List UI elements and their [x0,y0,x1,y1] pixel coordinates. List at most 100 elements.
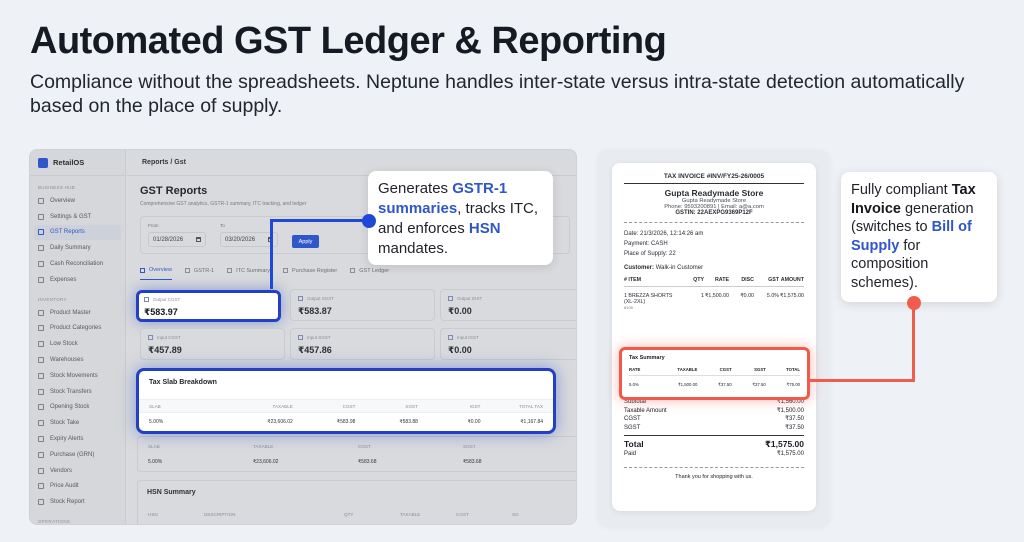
invoice-totals: Subtotal ₹1,560.00 Taxable Amount ₹1,500.0… [624,398,804,480]
total-row-cgst: CGST ₹37.50 [624,416,804,422]
sidebar-item-product-master[interactable]: Product Master [30,305,125,321]
tax-slab-breakdown: Tax Slab Breakdown SLAB TAXABLE CGST SGS… [136,368,556,434]
apply-button[interactable]: Apply [292,235,319,248]
page-title: GST Reports [140,185,208,197]
stat-card-input-igst[interactable]: Input IGST ₹0.00 [440,328,576,360]
sidebar-item-stock-transfers[interactable]: Stock Transfers [30,384,125,400]
book-icon [350,268,356,273]
from-date-input[interactable]: 01/28/2026 [148,232,206,247]
grand-total: Total ₹1,575.00 [624,435,804,450]
store-subtitle: Gupta Readymade Store [681,198,747,204]
receipt-icon [38,276,44,283]
truck-icon [38,451,44,458]
invoice-footer: Thank you for shopping with us. [624,466,804,480]
invoice-payment: Payment: CASH [624,241,668,247]
shield-icon [38,483,44,490]
hero-subtitle: Compliance without the spreadsheets. Nep… [30,71,965,117]
sidebar-item-settings-gst[interactable]: Settings & GST [30,209,125,225]
document-icon [184,268,190,273]
stat-card-output-sgst[interactable]: Output SGST ₹583.87 [290,289,435,321]
history-icon [38,372,44,379]
brand[interactable]: RetailOS [30,150,125,176]
stat-card-output-cgst[interactable]: Output CGST ₹583.97 [136,290,281,322]
stat-card-input-sgst[interactable]: Input SGST ₹457.86 [290,328,435,360]
sidebar-item-stock-movements[interactable]: Stock Movements [30,368,125,384]
globe-icon [38,499,44,506]
stat-card-output-igst[interactable]: Output IGST ₹0.00 [440,289,576,321]
tab-purchase-register[interactable]: Purchase Register [283,264,337,280]
transfer-icon [38,388,44,395]
tab-overview[interactable]: Overview [140,264,172,280]
rupee-icon [448,335,453,340]
breadcrumb: Reports / Gst [127,150,576,176]
printer-icon [38,245,44,252]
sidebar-item-warehouses[interactable]: Warehouses [30,352,125,368]
calendar-alert-icon [38,436,44,443]
register-icon [283,268,289,273]
invoice-number: TAX INVOICE #INV/FY25-26/0005 [624,173,804,184]
sidebar-item-gst-reports[interactable]: GST Reports [34,224,121,241]
tab-gstr-1[interactable]: GSTR-1 [184,264,214,280]
table-header: HSN DESCRIPTION QTY TAXABLE CGST SG [148,511,519,517]
table-row: 5.00% ₹23,606.02 ₹583.98 ₹583.88 ₹0.00 ₹… [149,419,544,425]
paid-amount: Paid ₹1,575.00 [624,451,804,457]
rupee-icon [298,335,303,340]
tab-itc-summary[interactable]: ITC Summary [227,264,270,280]
connector-dot-red [907,296,921,310]
store-contact: Phone: 9593200891 | Email: a@a.com [664,204,764,210]
sidebar-item-overview[interactable]: Overview [30,193,125,209]
invoice-place-of-supply: Place of Supply: 22 [624,251,676,257]
sidebar-item-vendors[interactable]: Vendors [30,463,125,479]
sidebar-item-stock-report[interactable]: Stock Report [30,494,125,510]
brand-logo-icon [38,157,48,168]
tax-slab-table-background: SLAB TAXABLE CGST SGST 5.00% ₹23,606.02 … [137,436,576,472]
connector-line-red [912,302,915,381]
sidebar-item-expiry-alerts[interactable]: Expiry Alerts [30,431,125,447]
sidebar: RetailOS Business Hub Overview Settings … [30,150,126,524]
tag-icon [38,325,44,332]
invoice-customer: Customer: Walk-in Customer [624,265,704,271]
sidebar-section-label: Business Hub [38,185,76,190]
sidebar-item-opening-stock[interactable]: Opening Stock [30,400,125,416]
page-subtitle: Comprehensive GST analytics, GSTR-1 summ… [140,201,307,207]
store-name: Gupta Readymade Store [664,188,764,198]
hsn-summary-title: HSN Summary [147,489,196,496]
divider [624,222,804,223]
box-icon [38,309,44,316]
sidebar-item-product-categories[interactable]: Product Categories [30,321,125,337]
report-tabs: Overview GSTR-1 ITC Summary Purchase Reg… [140,264,402,280]
table-header: SLAB TAXABLE CGST SGST [148,443,476,449]
to-label: To [220,223,225,228]
sidebar-item-cash-reconciliation[interactable]: Cash Reconciliation [30,256,125,272]
from-label: From [148,223,159,228]
sidebar-section-label: Inventory [38,296,67,302]
connector-dot-blue [362,214,376,228]
warehouse-icon [38,357,44,364]
store-gstin: GSTIN: 22AEXPG9369P12F [675,210,753,216]
tab-gst-ledger[interactable]: GST Ledger [350,264,389,280]
clipboard-check-icon [38,420,44,427]
stat-card-input-cgst[interactable]: Input CGST ₹457.89 [140,328,285,360]
brand-name: RetailOS [53,158,85,167]
hero-title: Automated GST Ledger & Reporting [30,20,667,62]
sidebar-item-purchase-grn[interactable]: Purchase (GRN) [30,447,125,463]
warning-icon [38,341,44,348]
invoice-meta: Date: 21/3/2026, 12:14:26 am Payment: CA… [624,229,804,259]
connector-line-blue [270,219,273,289]
gear-icon [38,213,44,220]
sidebar-item-low-stock[interactable]: Low Stock [30,336,125,352]
table-row: 5.0% ₹1,500.00 ₹37.50 ₹37.50 ₹75.00 [629,382,801,387]
item-row: 1 BREZZA SHORTS (XL-2XL) 6109 1 ₹1,500.00… [624,293,804,310]
sidebar-item-stock-take[interactable]: Stock Take [30,415,125,431]
sidebar-item-daily-summary[interactable]: Daily Summary [30,240,125,256]
sidebar-item-expenses[interactable]: Expenses [30,272,125,288]
main-content: Reports / Gst GST Reports Comprehensive … [127,150,576,524]
invoice-date: Date: 21/3/2026, 12:14:26 am [624,231,704,237]
chart-icon [140,267,145,273]
book-icon [38,467,44,474]
connector-line-red [808,379,915,382]
calendar-icon[interactable] [196,237,201,242]
invoice-tax-summary: Tax Summary RATE TAXABLE CGST SGST TOTAL… [619,347,810,400]
tax-slab-title: Tax Slab Breakdown [149,379,217,386]
sidebar-item-price-audit[interactable]: Price Audit [30,479,125,495]
